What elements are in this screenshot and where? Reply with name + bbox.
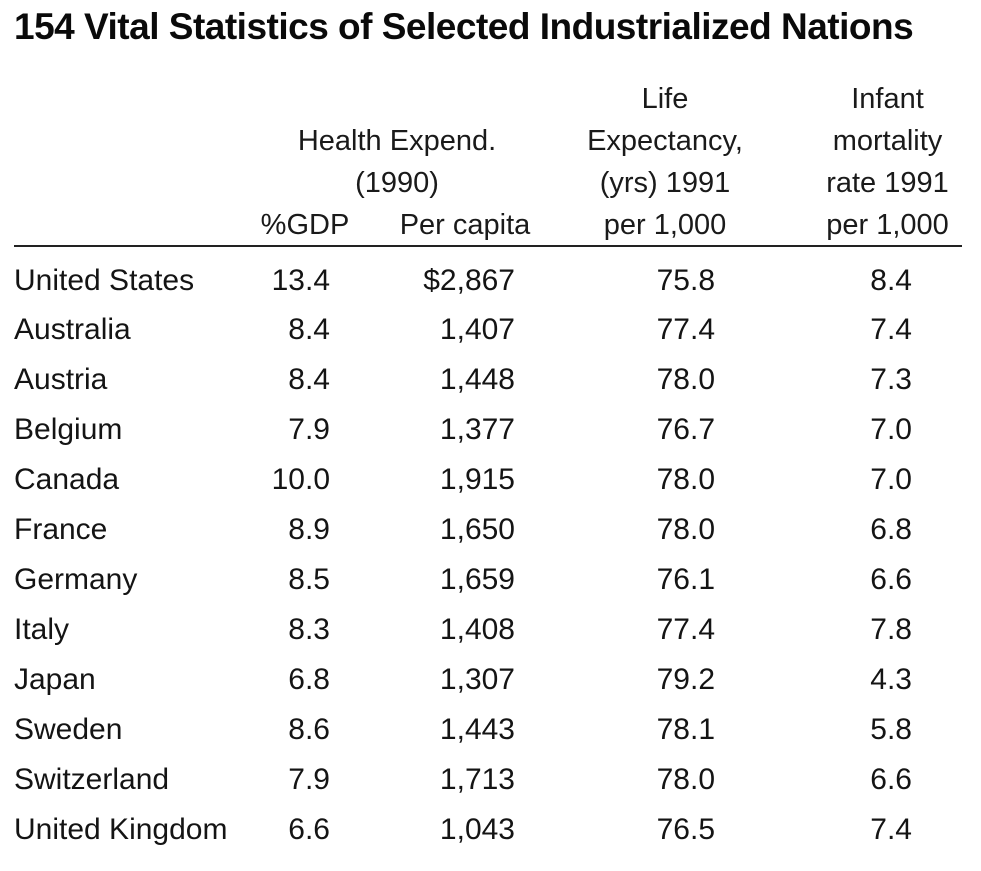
country-cell: France — [14, 513, 108, 546]
gdp-cell: 8.3 — [288, 613, 330, 646]
header-infant-line-2: mortality — [832, 125, 943, 157]
table-row: France 8.9 1,650 78.0 6.8 — [0, 505, 981, 554]
life-expectancy-cell: 78.0 — [656, 363, 715, 396]
table-row: Germany 8.5 1,659 76.1 6.6 — [0, 555, 981, 604]
country-cell: Japan — [14, 663, 96, 696]
gdp-cell: 8.4 — [288, 313, 330, 346]
infant-mortality-cell: 6.8 — [870, 513, 912, 546]
country-cell: Belgium — [14, 413, 123, 446]
life-expectancy-cell: 76.5 — [656, 813, 715, 846]
country-cell: Sweden — [14, 713, 123, 746]
header-life-expectancy: Life Expectancy, (yrs) 1991 per 1,000 — [575, 78, 755, 246]
header-infant-line-1: Infant — [851, 83, 924, 115]
header-infant-line-3: rate 1991 — [826, 167, 949, 199]
country-cell: Canada — [14, 463, 120, 496]
header-health-group: Health Expend. (1990) — [272, 120, 522, 204]
header-life-line-1: Life — [641, 83, 689, 115]
per-capita-cell: 1,377 — [439, 413, 515, 446]
header-life-line-3: (yrs) 1991 — [599, 167, 731, 199]
table-row: United States 13.4 $2,867 75.8 8.4 — [0, 256, 981, 305]
table-row: Switzerland 7.9 1,713 78.0 6.6 — [0, 755, 981, 804]
per-capita-cell: 1,915 — [439, 463, 515, 496]
per-capita-cell: 1,443 — [439, 713, 515, 746]
life-expectancy-cell: 78.0 — [656, 463, 715, 496]
infant-mortality-cell: 7.4 — [870, 813, 912, 846]
per-capita-cell: $2,867 — [423, 264, 515, 297]
gdp-cell: 7.9 — [288, 413, 330, 446]
per-capita-cell: 1,407 — [439, 313, 515, 346]
per-capita-cell: 1,043 — [439, 813, 515, 846]
life-expectancy-cell: 79.2 — [656, 663, 715, 696]
infant-mortality-cell: 6.6 — [870, 763, 912, 796]
header-health-year: (1990) — [355, 167, 439, 199]
per-capita-cell: 1,659 — [439, 563, 515, 596]
infant-mortality-cell: 7.4 — [870, 313, 912, 346]
per-capita-cell: 1,650 — [439, 513, 515, 546]
infant-mortality-cell: 7.0 — [870, 413, 912, 446]
infant-mortality-cell: 8.4 — [870, 264, 912, 297]
gdp-cell: 6.6 — [288, 813, 330, 846]
country-cell: United States — [14, 264, 195, 297]
table-row: Italy 8.3 1,408 77.4 7.8 — [0, 605, 981, 654]
infant-mortality-cell: 5.8 — [870, 713, 912, 746]
life-expectancy-cell: 76.7 — [656, 413, 715, 446]
table-row: Japan 6.8 1,307 79.2 4.3 — [0, 655, 981, 704]
header-per-capita: Per capita — [399, 209, 531, 241]
country-cell: United Kingdom — [14, 813, 228, 846]
infant-mortality-cell: 4.3 — [870, 663, 912, 696]
header-infant-line-4: per 1,000 — [826, 209, 949, 241]
gdp-cell: 6.8 — [288, 663, 330, 696]
country-cell: Italy — [14, 613, 70, 646]
infant-mortality-cell: 7.3 — [870, 363, 912, 396]
per-capita-cell: 1,307 — [439, 663, 515, 696]
gdp-cell: 8.6 — [288, 713, 330, 746]
life-expectancy-cell: 75.8 — [656, 264, 715, 297]
life-expectancy-cell: 77.4 — [656, 613, 715, 646]
infant-mortality-cell: 6.6 — [870, 563, 912, 596]
per-capita-cell: 1,408 — [439, 613, 515, 646]
infant-mortality-cell: 7.0 — [870, 463, 912, 496]
life-expectancy-cell: 78.1 — [656, 713, 715, 746]
per-capita-cell: 1,448 — [439, 363, 515, 396]
country-cell: Australia — [14, 313, 131, 346]
life-expectancy-cell: 78.0 — [656, 513, 715, 546]
life-expectancy-cell: 76.1 — [656, 563, 715, 596]
header-rule — [14, 245, 962, 247]
header-life-line-2: Expectancy, — [587, 125, 743, 157]
life-expectancy-cell: 78.0 — [656, 763, 715, 796]
gdp-cell: 8.4 — [288, 363, 330, 396]
gdp-cell: 10.0 — [271, 463, 330, 496]
header-health-label: Health Expend. — [297, 125, 497, 157]
table-row: Belgium 7.9 1,377 76.7 7.0 — [0, 405, 981, 454]
page-title: 154 Vital Statistics of Selected Industr… — [14, 6, 914, 47]
table-row: Sweden 8.6 1,443 78.1 5.8 — [0, 705, 981, 754]
header-life-line-4: per 1,000 — [603, 209, 727, 241]
country-cell: Austria — [14, 363, 108, 396]
country-cell: Switzerland — [14, 763, 170, 796]
gdp-cell: 8.9 — [288, 513, 330, 546]
header-infant-mortality: Infant mortality rate 1991 per 1,000 — [805, 78, 970, 246]
gdp-cell: 7.9 — [288, 763, 330, 796]
gdp-cell: 8.5 — [288, 563, 330, 596]
gdp-cell: 13.4 — [271, 264, 330, 297]
life-expectancy-cell: 77.4 — [656, 313, 715, 346]
header-gdp: %GDP — [260, 209, 350, 241]
per-capita-cell: 1,713 — [439, 763, 515, 796]
table-row: Canada 10.0 1,915 78.0 7.0 — [0, 455, 981, 504]
table-row: Austria 8.4 1,448 78.0 7.3 — [0, 355, 981, 404]
infant-mortality-cell: 7.8 — [870, 613, 912, 646]
table-row: Australia 8.4 1,407 77.4 7.4 — [0, 305, 981, 354]
table-row: United Kingdom 6.6 1,043 76.5 7.4 — [0, 805, 981, 854]
country-cell: Germany — [14, 563, 138, 596]
